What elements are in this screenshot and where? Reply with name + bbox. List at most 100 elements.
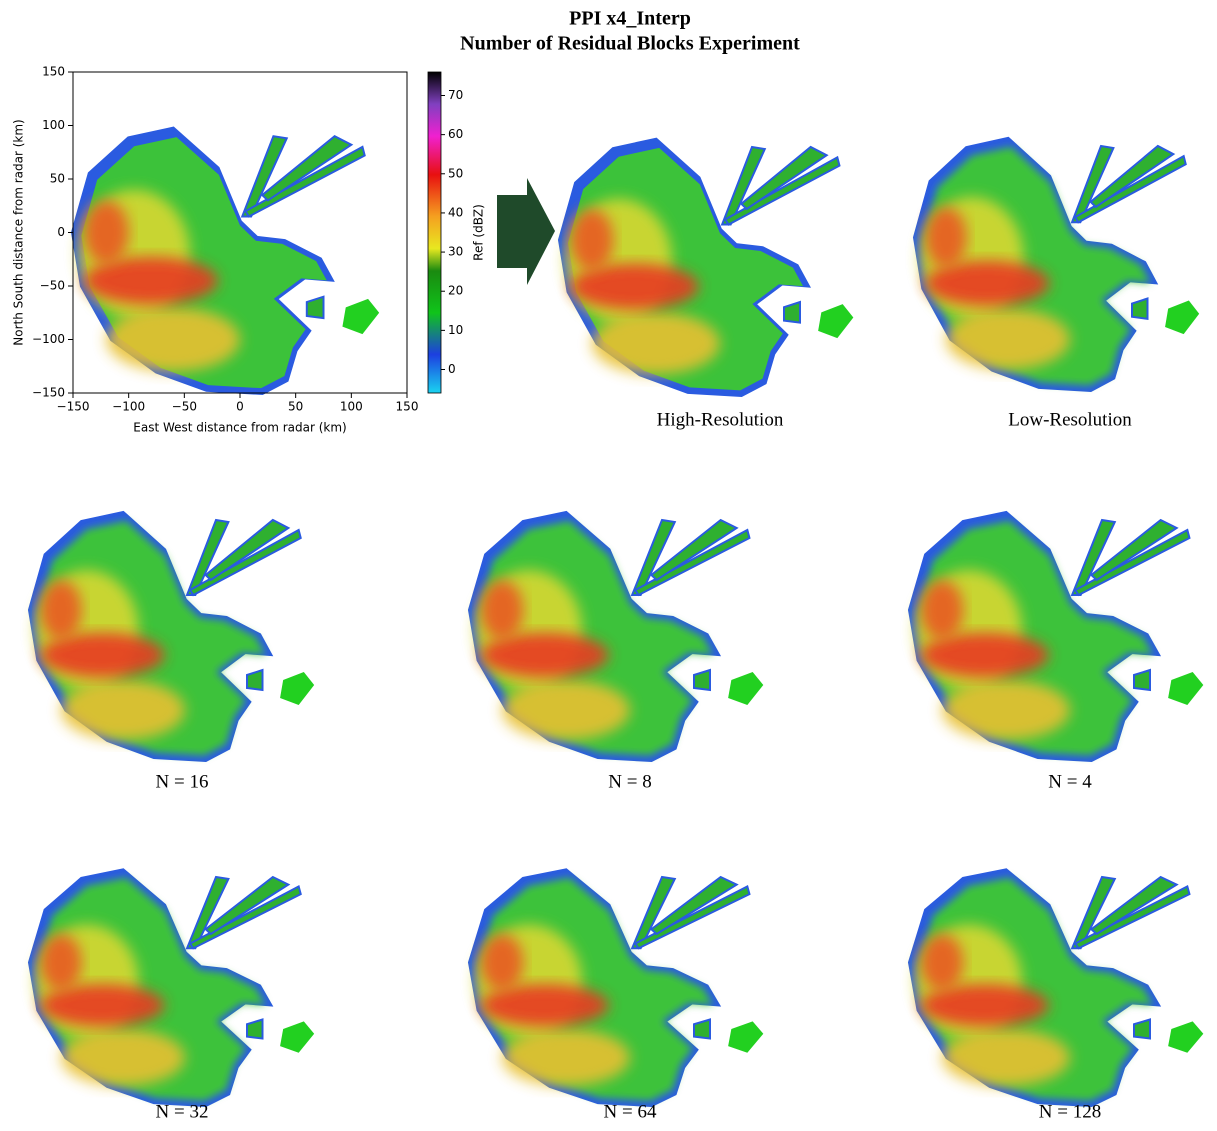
echo-spoke [649, 875, 739, 936]
echo-spoke [260, 135, 354, 202]
panel-caption: N = 8 [608, 771, 651, 792]
echo-red [480, 984, 609, 1027]
echo-spoke [739, 145, 829, 211]
x-axis-label: East West distance from radar (km) [133, 421, 346, 435]
panel-caption: N = 64 [604, 1101, 657, 1122]
echo-spoke [1131, 297, 1149, 320]
echo-red [920, 984, 1049, 1027]
echo-spoke [1073, 154, 1187, 224]
radar-image [27, 510, 315, 763]
echo-cell [818, 304, 854, 339]
echo-cell [280, 1021, 315, 1053]
y-tick-label: 100 [42, 118, 65, 132]
echo-spoke [246, 668, 264, 692]
echo-spoke [693, 668, 711, 692]
echo-red [480, 580, 524, 640]
colorbar-label: Ref (dBZ) [472, 204, 486, 261]
panel-caption: N = 32 [156, 1101, 209, 1122]
radar-image [70, 126, 380, 396]
echo-spoke [633, 528, 751, 597]
echo-spoke [204, 518, 291, 582]
radar-image [27, 868, 315, 1108]
colorbar [427, 71, 442, 394]
colorbar-tick-label: 0 [448, 362, 456, 376]
panel-caption: Low-Resolution [1008, 409, 1132, 430]
echo-spoke [1089, 875, 1179, 936]
radar-image [907, 510, 1204, 763]
panel-caption: N = 128 [1039, 1101, 1101, 1122]
echo-red [480, 934, 524, 991]
echo-red [920, 633, 1049, 677]
echo-red [40, 934, 82, 991]
echo-spoke [1133, 1018, 1151, 1040]
x-tick-label: 150 [396, 400, 419, 414]
x-tick-label: −100 [112, 400, 145, 414]
echo-cell [1168, 1021, 1204, 1053]
echo-spoke [188, 528, 302, 597]
radar-image [557, 137, 854, 398]
y-tick-label: 0 [57, 225, 65, 239]
echo-yellow [61, 680, 185, 740]
y-axis-label: North South distance from radar (km) [12, 119, 26, 345]
echo-spoke [693, 1018, 711, 1040]
colorbar-tick-label: 10 [448, 323, 463, 337]
echo-red [925, 260, 1050, 306]
echo-yellow [942, 680, 1070, 740]
echo-spoke [1073, 528, 1191, 597]
title-line: PPI x4_Interp [569, 8, 691, 30]
echo-yellow [942, 1029, 1070, 1086]
echo-cell [342, 298, 380, 335]
echo-cell [728, 1021, 764, 1053]
echo-spoke [244, 145, 366, 218]
echo-yellow [61, 1029, 185, 1086]
echo-spoke [305, 295, 325, 320]
echo-yellow [946, 308, 1070, 370]
colorbar-tick-label: 20 [448, 284, 463, 298]
echo-red [480, 633, 609, 677]
x-tick-label: 100 [340, 400, 363, 414]
colorbar-tick-label: 40 [448, 205, 463, 219]
echo-red [84, 200, 129, 265]
x-tick-label: −150 [57, 400, 90, 414]
echo-spoke [649, 518, 739, 582]
radar-image [467, 510, 764, 763]
plot-layer: −150 −100 −50 0 50 100 150−150−100−50050100150… [12, 65, 1204, 1122]
y-tick-label: 150 [42, 65, 65, 79]
echo-spoke [204, 875, 291, 936]
echo-cell [1168, 672, 1204, 705]
x-tick-label: 50 [288, 400, 303, 414]
echo-red [40, 984, 165, 1027]
colorbar-tick-label: 70 [448, 88, 463, 102]
echo-red [84, 257, 218, 305]
echo-spoke [723, 155, 841, 226]
arrow [497, 178, 555, 285]
radar-image [912, 136, 1200, 393]
echo-cell [1165, 300, 1200, 335]
y-tick-label: −150 [32, 386, 65, 400]
echo-red [925, 207, 967, 268]
echo-red [570, 209, 614, 271]
echo-red [40, 580, 82, 640]
radar-image [467, 868, 764, 1108]
echo-spoke [1089, 518, 1179, 582]
echo-spoke [246, 1018, 264, 1040]
y-tick-label: −100 [32, 332, 65, 346]
panel-caption: High-Resolution [657, 409, 784, 430]
echo-red [570, 263, 699, 310]
title-line: Number of Residual Blocks Experiment [460, 33, 800, 55]
echo-yellow [106, 307, 240, 372]
echo-spoke [1073, 885, 1191, 950]
echo-red [40, 633, 165, 677]
echo-spoke [188, 885, 302, 950]
colorbar-tick-label: 30 [448, 245, 463, 259]
y-tick-label: −50 [40, 279, 65, 293]
echo-cell [280, 672, 315, 705]
echo-cell [728, 672, 764, 705]
colorbar-tick-label: 60 [448, 127, 463, 141]
radar-image [907, 868, 1204, 1108]
echo-red [920, 934, 964, 991]
y-tick-label: 50 [50, 172, 65, 186]
echo-spoke [1133, 668, 1151, 692]
echo-spoke [633, 885, 751, 950]
